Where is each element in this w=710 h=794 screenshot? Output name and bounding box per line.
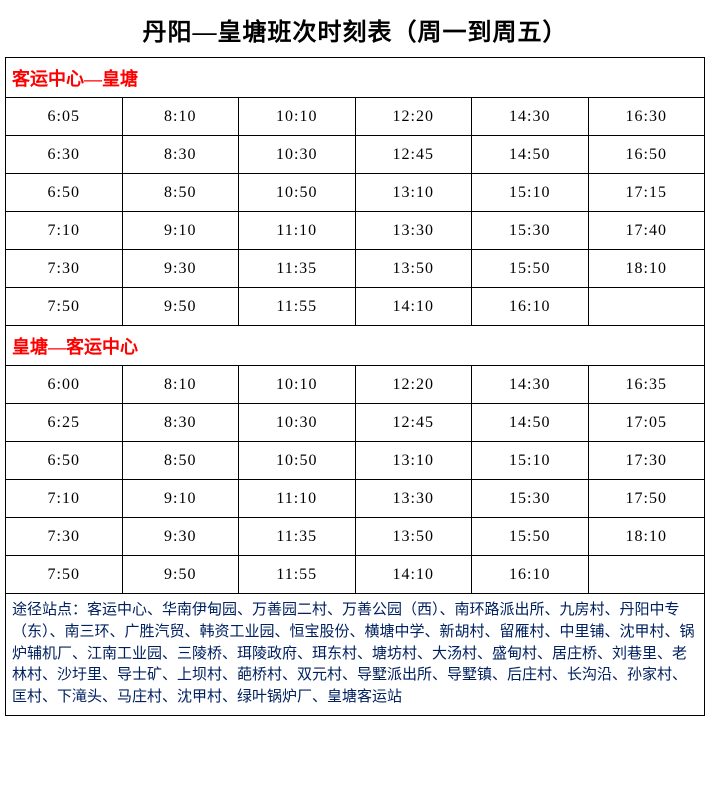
time-cell: 8:10 [122,366,239,404]
time-cell: 12:45 [355,404,472,442]
table-row: 7:109:1011:1013:3015:3017:50 [6,480,705,518]
table-row: 6:308:3010:3012:4514:5016:50 [6,136,705,174]
time-cell: 8:50 [122,174,239,212]
time-cell: 18:10 [588,518,705,556]
time-cell: 10:30 [239,404,356,442]
table-row: 6:508:5010:5013:1015:1017:30 [6,442,705,480]
time-cell: 7:10 [6,212,123,250]
table-row: 6:058:1010:1012:2014:3016:30 [6,98,705,136]
table-row: 7:309:3011:3513:5015:5018:10 [6,518,705,556]
time-cell: 17:40 [588,212,705,250]
time-cell: 10:30 [239,136,356,174]
time-cell: 13:10 [355,174,472,212]
table-row: 6:258:3010:3012:4514:5017:05 [6,404,705,442]
time-cell: 15:10 [472,442,589,480]
time-cell: 14:50 [472,136,589,174]
time-cell: 13:30 [355,480,472,518]
time-cell: 9:10 [122,212,239,250]
time-cell: 10:50 [239,442,356,480]
time-cell: 14:50 [472,404,589,442]
time-cell: 16:10 [472,288,589,326]
time-cell: 17:30 [588,442,705,480]
time-cell: 14:10 [355,556,472,594]
time-cell: 11:35 [239,518,356,556]
table-row: 7:509:5011:5514:1016:10 [6,556,705,594]
time-cell: 12:20 [355,366,472,404]
time-cell [588,556,705,594]
time-cell: 11:55 [239,556,356,594]
time-cell: 16:35 [588,366,705,404]
footer-note: 途径站点：客运中心、华南伊甸园、万善园二村、万善公园（西）、南环路派出所、九房村… [6,594,705,716]
time-cell: 15:30 [472,212,589,250]
time-cell: 6:50 [6,442,123,480]
time-cell: 13:50 [355,518,472,556]
time-cell: 6:00 [6,366,123,404]
time-cell: 15:50 [472,250,589,288]
time-cell: 9:30 [122,250,239,288]
time-cell: 8:30 [122,404,239,442]
table-row: 6:508:5010:5013:1015:1017:15 [6,174,705,212]
page-title: 丹阳—皇塘班次时刻表（周一到周五） [5,0,705,57]
time-cell: 16:30 [588,98,705,136]
time-cell: 15:30 [472,480,589,518]
time-cell: 11:10 [239,212,356,250]
time-cell: 8:10 [122,98,239,136]
table-row: 6:008:1010:1012:2014:3016:35 [6,366,705,404]
time-cell: 18:10 [588,250,705,288]
time-cell: 8:50 [122,442,239,480]
time-cell: 10:50 [239,174,356,212]
section-header-section2: 皇塘—客运中心 [6,326,705,366]
time-cell: 14:30 [472,366,589,404]
timetable: 客运中心—皇塘6:058:1010:1012:2014:3016:306:308… [5,57,705,716]
time-cell: 12:20 [355,98,472,136]
time-cell: 12:45 [355,136,472,174]
time-cell: 13:50 [355,250,472,288]
time-cell: 16:10 [472,556,589,594]
time-cell: 7:30 [6,250,123,288]
time-cell: 6:05 [6,98,123,136]
time-cell: 11:35 [239,250,356,288]
time-cell: 17:50 [588,480,705,518]
time-cell: 13:30 [355,212,472,250]
time-cell: 9:30 [122,518,239,556]
time-cell: 8:30 [122,136,239,174]
time-cell: 15:10 [472,174,589,212]
time-cell: 10:10 [239,366,356,404]
time-cell: 7:50 [6,288,123,326]
time-cell: 15:50 [472,518,589,556]
time-cell: 9:50 [122,288,239,326]
time-cell: 7:50 [6,556,123,594]
time-cell: 14:10 [355,288,472,326]
time-cell: 6:25 [6,404,123,442]
time-cell: 14:30 [472,98,589,136]
time-cell: 6:30 [6,136,123,174]
table-row: 7:309:3011:3513:5015:5018:10 [6,250,705,288]
table-row: 7:109:1011:1013:3015:3017:40 [6,212,705,250]
time-cell: 17:15 [588,174,705,212]
time-cell: 7:30 [6,518,123,556]
time-cell: 16:50 [588,136,705,174]
time-cell: 10:10 [239,98,356,136]
time-cell: 13:10 [355,442,472,480]
table-row: 7:509:5011:5514:1016:10 [6,288,705,326]
time-cell: 11:10 [239,480,356,518]
time-cell [588,288,705,326]
time-cell: 17:05 [588,404,705,442]
time-cell: 7:10 [6,480,123,518]
time-cell: 9:50 [122,556,239,594]
time-cell: 9:10 [122,480,239,518]
time-cell: 11:55 [239,288,356,326]
time-cell: 6:50 [6,174,123,212]
section-header-section1: 客运中心—皇塘 [6,58,705,98]
